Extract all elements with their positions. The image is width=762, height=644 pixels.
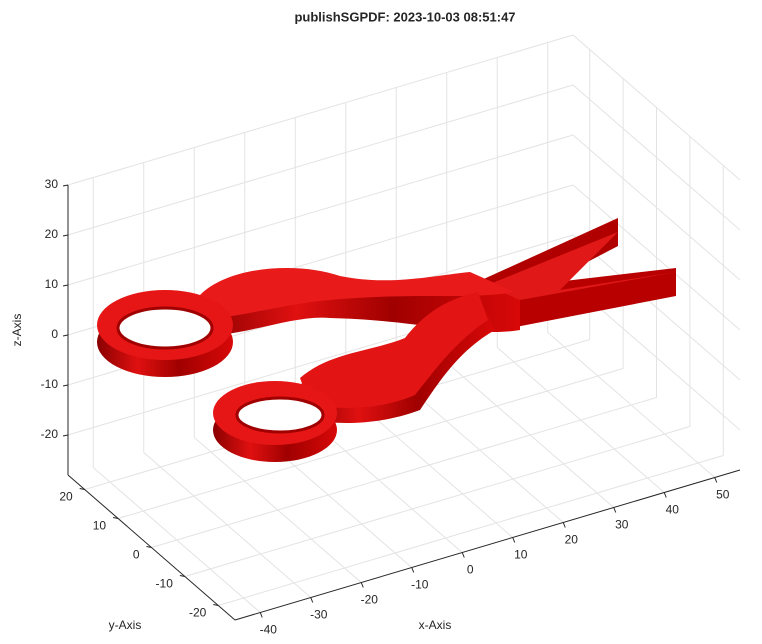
x-tick-label: -40 — [260, 623, 278, 637]
z-tick-label: 30 — [45, 177, 59, 191]
x-tick-label: -10 — [411, 578, 429, 592]
y-tick-label: 10 — [93, 519, 107, 533]
handle-hole — [118, 308, 212, 348]
y-tick-label: 20 — [59, 490, 73, 504]
x-tick-label: 20 — [565, 533, 579, 547]
x-tick-label: 10 — [514, 548, 528, 562]
handle-hole — [237, 398, 323, 432]
y-tick-label: 0 — [133, 548, 140, 562]
x-tick-label: 30 — [615, 518, 629, 532]
x-tick-label: 0 — [467, 563, 474, 577]
x-tick-label: 50 — [716, 488, 730, 502]
x-tick-label: -20 — [361, 593, 379, 607]
x-tick-label: 40 — [666, 503, 680, 517]
z-tick-label: 10 — [45, 277, 59, 291]
y-axis-label: y-Axis — [109, 618, 142, 632]
x-tick-label: -30 — [310, 608, 328, 622]
chart: publishSGPDF: 2023-10-03 08:51:47 x-Axis… — [0, 0, 762, 639]
z-tick-label: -20 — [41, 427, 59, 441]
z-tick-label: 20 — [45, 227, 59, 241]
z-tick-label: 0 — [51, 327, 58, 341]
x-axis-label: x-Axis — [419, 618, 452, 632]
z-tick-label: -10 — [41, 377, 59, 391]
y-tick-label: -20 — [189, 606, 207, 620]
chart-title: publishSGPDF: 2023-10-03 08:51:47 — [294, 9, 515, 24]
z-axis-label: z-Axis — [10, 314, 24, 347]
y-tick-label: -10 — [156, 577, 174, 591]
